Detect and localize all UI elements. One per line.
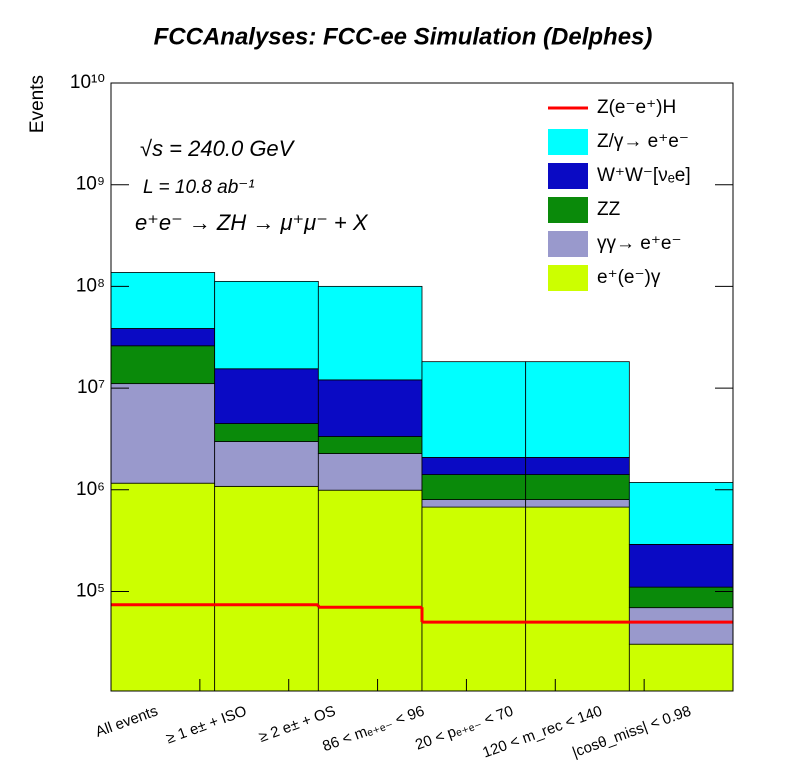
bar-segment xyxy=(214,423,319,442)
x-tick-label: 86 < mₑ₊ₑ₋ < 96 xyxy=(320,703,426,756)
bar-segment xyxy=(317,285,423,381)
legend-swatch xyxy=(548,129,588,155)
bar-segment xyxy=(110,482,216,692)
bar-segment xyxy=(317,379,423,437)
y-tick-label: 10⁹ xyxy=(76,174,105,195)
bar-segment xyxy=(110,345,216,385)
bar-segment xyxy=(525,499,630,508)
bar-segment xyxy=(214,441,319,487)
bar-segment xyxy=(110,328,216,347)
plot-frame xyxy=(110,82,734,692)
x-tick-label: All events xyxy=(93,703,160,741)
bar-segment xyxy=(525,361,630,458)
bar-segment xyxy=(421,506,527,692)
legend-label: e⁺(e⁻)γ xyxy=(597,267,661,288)
bar-segment xyxy=(421,499,527,508)
annotation: √s = 240.0 GeV xyxy=(140,136,296,161)
bar-segment xyxy=(317,436,423,454)
x-tick-label: ≥ 1 e± + ISO xyxy=(164,703,249,748)
bar-segment xyxy=(525,474,630,500)
bar-segment xyxy=(628,586,734,609)
bar-segment xyxy=(317,489,423,692)
bar-segment xyxy=(628,607,734,645)
bar-segment xyxy=(214,485,319,692)
legend-swatch xyxy=(548,197,588,223)
bar-segment xyxy=(421,457,527,475)
bar-segment xyxy=(525,457,630,475)
bar-segment xyxy=(525,506,630,692)
legend-label: ZZ xyxy=(597,199,621,220)
bar-segment xyxy=(214,368,319,424)
y-tick-label: 10¹⁰ xyxy=(70,72,105,93)
y-tick-label: 10⁷ xyxy=(77,377,105,398)
y-tick-label: 10⁶ xyxy=(76,479,105,500)
plot-area xyxy=(110,272,734,692)
bar-segment xyxy=(214,280,319,370)
bar-segment xyxy=(110,272,216,329)
bar-segment xyxy=(421,474,527,500)
chart-title: FCCAnalyses: FCC-ee Simulation (Delphes) xyxy=(154,23,653,50)
y-tick-label: 10⁸ xyxy=(76,275,105,296)
legend-swatch xyxy=(548,163,588,189)
y-axis-label: Events xyxy=(27,75,48,133)
legend-label: γγ→ e⁺e⁻ xyxy=(597,233,681,254)
annotation: e⁺e⁻ → ZH → μ⁺μ⁻ + X xyxy=(135,210,369,235)
legend-label: W⁺W⁻[νₑe] xyxy=(597,165,691,186)
legend-swatch xyxy=(548,265,588,291)
legend-label: Z/γ→ e⁺e⁻ xyxy=(597,131,689,152)
bar-segment xyxy=(110,383,216,484)
bar-segment xyxy=(628,543,734,588)
bar-segment xyxy=(421,361,527,458)
legend-swatch xyxy=(548,231,588,257)
bar-segment xyxy=(628,643,734,692)
bar-segment xyxy=(628,482,734,545)
y-tick-label: 10⁵ xyxy=(76,580,105,601)
annotation: L = 10.8 ab⁻¹ xyxy=(143,177,255,198)
bar-segment xyxy=(317,453,423,491)
legend-label: Z(e⁻e⁺)H xyxy=(597,97,676,118)
